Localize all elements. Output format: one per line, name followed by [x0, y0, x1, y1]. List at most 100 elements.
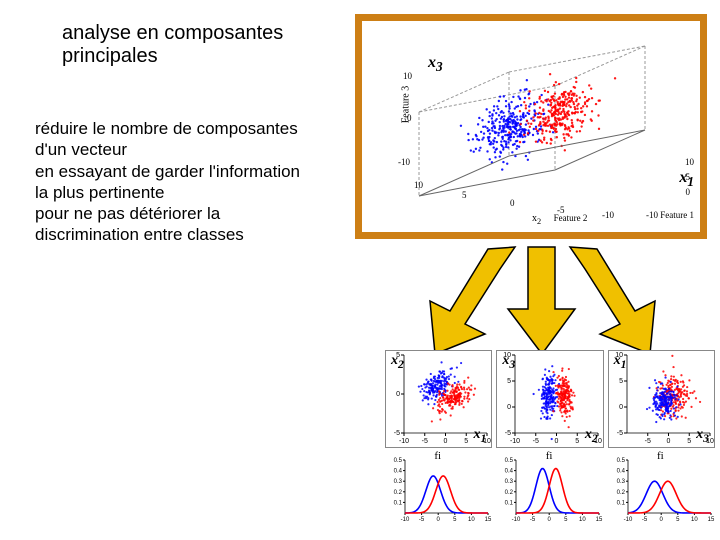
svg-text:-10: -10: [623, 517, 632, 523]
tick-x-n10: -10: [646, 210, 658, 220]
plot-3d: [362, 21, 700, 232]
proj-1-xlabel: x2: [585, 427, 598, 445]
proj-2-fi: fi: [657, 450, 664, 462]
svg-text:0.5: 0.5: [616, 458, 625, 464]
tick-y-10: 10: [414, 180, 423, 190]
svg-text:0.1: 0.1: [616, 500, 625, 506]
desc-line-4: la plus pertinente: [35, 183, 164, 202]
desc-line-6: discrimination entre classes: [35, 225, 244, 244]
title-line-1: analyse en composantes: [62, 22, 283, 44]
svg-text:0.3: 0.3: [505, 479, 514, 485]
tick-z-10: 10: [403, 71, 412, 81]
desc-line-3: en essayant de garder l'information: [35, 162, 300, 181]
proj-1-fi: fi: [546, 450, 553, 462]
desc-line-1: réduire le nombre de composantes: [35, 119, 298, 138]
svg-text:0: 0: [666, 438, 670, 445]
svg-text:0.4: 0.4: [394, 469, 403, 475]
proj-0-xlabel: x1: [474, 427, 487, 445]
svg-text:5: 5: [619, 378, 623, 385]
scatter-2d-2: -50510-50510 x1 x3: [608, 350, 715, 448]
svg-text:0.2: 0.2: [616, 490, 625, 496]
projection-col-1: -10-50510-50510 x3 x2 -10-50510150.10.20…: [496, 350, 603, 530]
svg-text:0.3: 0.3: [394, 479, 403, 485]
tick-y-5: 5: [462, 190, 467, 200]
svg-text:-10: -10: [512, 517, 521, 523]
projection-col-2: -50510-50510 x1 x3 -10-50510150.10.20.30…: [608, 350, 715, 530]
svg-text:0.1: 0.1: [394, 500, 403, 506]
svg-text:5: 5: [564, 517, 568, 523]
svg-text:-5: -5: [533, 438, 539, 445]
svg-text:0: 0: [659, 517, 663, 523]
svg-text:0.3: 0.3: [616, 479, 625, 485]
pdf-plot-0: -10 -5 0 5 10 15 0.1 0.2 0.3 0.4 0.5 fi: [385, 448, 492, 523]
svg-text:0: 0: [507, 404, 511, 411]
svg-text:5: 5: [676, 517, 680, 523]
axis-label-x3: x3: [428, 54, 443, 75]
svg-text:15: 15: [485, 517, 492, 523]
proj-2-xlabel: x3: [696, 427, 709, 445]
svg-text:10: 10: [691, 517, 698, 523]
svg-text:-5: -5: [530, 517, 536, 523]
arrow-left: [430, 247, 515, 354]
svg-text:-10: -10: [510, 438, 520, 445]
plot-3d-frame: x3 x1 Feature 3 x2 Feature 2 10 0 -10 10…: [355, 14, 707, 239]
svg-text:5: 5: [687, 438, 691, 445]
pdf-plot-1: -10 -5 0 5 10 15 0.1 0.2 0.3 0.4 0.5 fi: [496, 448, 603, 523]
svg-text:0: 0: [548, 517, 552, 523]
tick-y-n10: -10: [602, 210, 614, 220]
svg-text:5: 5: [453, 517, 457, 523]
projections-grid: -10-50510-505 x2 x1 -10-50510150.10.20.3…: [385, 350, 715, 530]
svg-text:10: 10: [468, 517, 475, 523]
tick-y-0: 0: [510, 198, 515, 208]
scatter-2d-1: -10-50510-50510 x3 x2: [496, 350, 603, 448]
scatter-2d-0: -10-50510-505 x2 x1: [385, 350, 492, 448]
desc-line-2: d'un vecteur: [35, 140, 127, 159]
svg-text:-5: -5: [644, 438, 650, 445]
svg-text:0.5: 0.5: [394, 458, 403, 464]
svg-text:-10: -10: [401, 517, 410, 523]
svg-text:-5: -5: [642, 517, 648, 523]
svg-text:0.2: 0.2: [394, 490, 403, 496]
slide-description: réduire le nombre de composantes d'un ve…: [35, 118, 300, 246]
svg-text:0: 0: [437, 517, 441, 523]
svg-text:-5: -5: [616, 430, 622, 437]
svg-text:-5: -5: [422, 438, 428, 445]
svg-text:5: 5: [576, 438, 580, 445]
projection-col-0: -10-50510-505 x2 x1 -10-50510150.10.20.3…: [385, 350, 492, 530]
feature-1-label: Feature 1: [660, 210, 694, 220]
svg-text:-5: -5: [505, 430, 511, 437]
svg-text:5: 5: [507, 378, 511, 385]
slide-title: analyse en composantes principales: [62, 22, 283, 68]
svg-text:0: 0: [619, 404, 623, 411]
svg-text:0: 0: [555, 438, 559, 445]
title-line-2: principales: [62, 45, 158, 67]
svg-text:0: 0: [444, 438, 448, 445]
pdf-plot-2: -10 -5 0 5 10 15 0.1 0.2 0.3 0.4 0.5 fi: [608, 448, 715, 523]
svg-text:0.5: 0.5: [505, 458, 514, 464]
arrow-middle: [508, 247, 575, 354]
proj-0-fi: fi: [434, 450, 441, 462]
proj-0-ylabel: x2: [391, 353, 404, 371]
desc-line-5: pour ne pas détériorer la: [35, 204, 220, 223]
tick-y-n5: -5: [557, 205, 565, 215]
svg-text:-5: -5: [419, 517, 425, 523]
proj-2-ylabel: x1: [614, 353, 627, 371]
tick-x-5: 5: [686, 172, 691, 182]
tick-z-n10: -10: [398, 157, 410, 167]
tick-x-0: 0: [686, 187, 691, 197]
projection-arrows: [380, 239, 700, 357]
svg-text:-5: -5: [394, 430, 400, 437]
svg-text:0.4: 0.4: [505, 469, 514, 475]
svg-text:10: 10: [579, 517, 586, 523]
svg-text:0.4: 0.4: [616, 469, 625, 475]
tick-x-10: 10: [685, 157, 694, 167]
tick-z-0: 0: [407, 113, 412, 123]
arrow-right: [570, 247, 655, 354]
svg-text:-10: -10: [399, 438, 409, 445]
svg-text:15: 15: [596, 517, 603, 523]
svg-text:0.2: 0.2: [505, 490, 514, 496]
svg-text:5: 5: [464, 438, 468, 445]
svg-text:15: 15: [707, 517, 714, 523]
svg-text:0: 0: [396, 391, 400, 398]
svg-text:0.1: 0.1: [505, 500, 514, 506]
